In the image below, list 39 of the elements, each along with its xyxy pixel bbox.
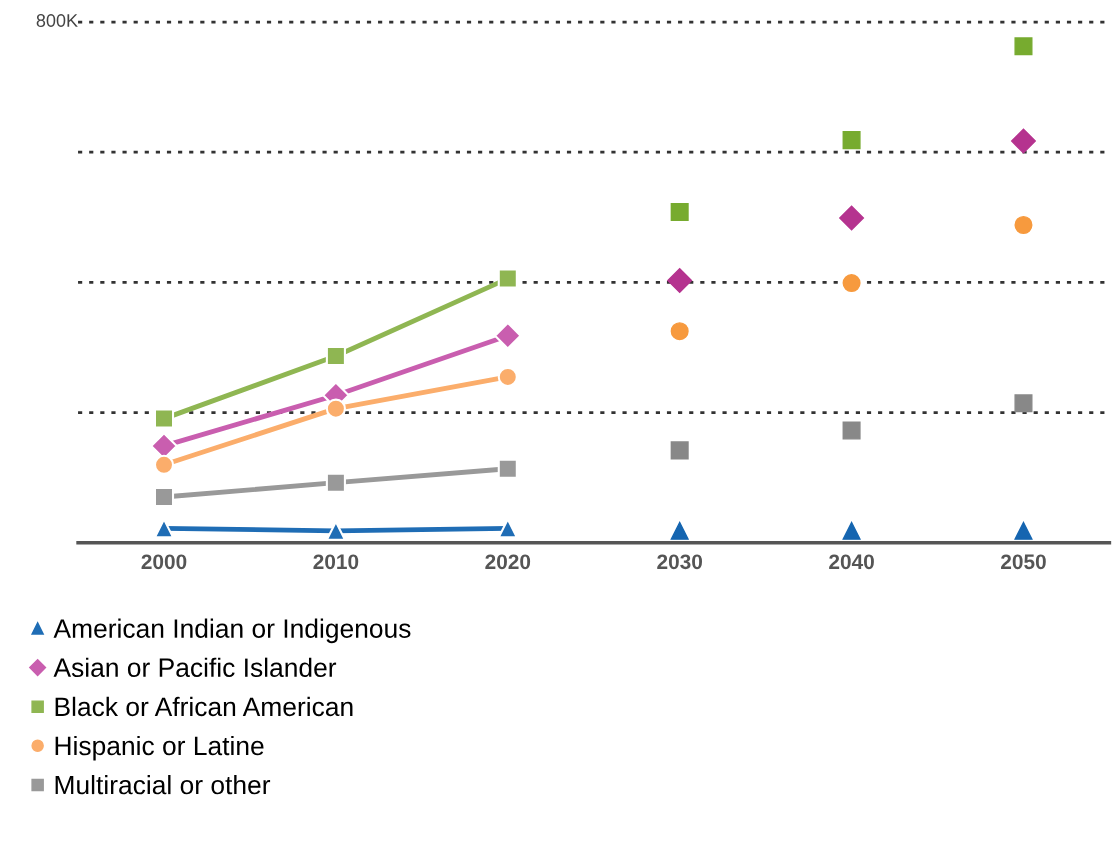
point xyxy=(842,131,861,150)
point xyxy=(497,268,518,289)
legend-label: American Indian or Indigenous xyxy=(53,618,411,644)
point xyxy=(325,398,346,419)
point xyxy=(670,521,689,540)
point xyxy=(1014,215,1033,235)
point xyxy=(153,518,175,539)
point xyxy=(1010,128,1036,154)
text: 800K xyxy=(36,14,78,27)
point xyxy=(497,518,518,539)
x-tick-label: 2050 xyxy=(1001,554,1046,570)
point xyxy=(325,345,346,367)
legend-label: Asian or Pacific Islander xyxy=(53,657,337,678)
x-tick-label: 2030 xyxy=(657,554,703,570)
point xyxy=(842,521,861,540)
x-tick-label: 2040 xyxy=(829,554,874,570)
x-tick-label: 2020 xyxy=(485,554,531,570)
point xyxy=(670,322,689,341)
legend-label: Multiracial or other xyxy=(55,774,271,795)
point xyxy=(842,274,861,293)
legend-label: Black or African American xyxy=(55,696,353,717)
point xyxy=(1014,37,1033,56)
x-tick-label: 2010 xyxy=(313,554,359,570)
x-tick-label: 2000 xyxy=(141,554,187,570)
point xyxy=(497,366,518,387)
point xyxy=(670,203,689,222)
point xyxy=(1014,521,1033,540)
point xyxy=(493,321,522,350)
legend-label: Hispanic or Latine xyxy=(55,735,264,761)
point xyxy=(325,472,346,493)
point xyxy=(667,268,693,294)
point xyxy=(153,454,175,475)
point xyxy=(670,441,689,460)
point xyxy=(497,458,518,479)
point xyxy=(839,205,865,231)
point xyxy=(153,408,175,429)
point xyxy=(153,486,175,508)
point xyxy=(842,421,861,440)
point xyxy=(1014,394,1033,413)
